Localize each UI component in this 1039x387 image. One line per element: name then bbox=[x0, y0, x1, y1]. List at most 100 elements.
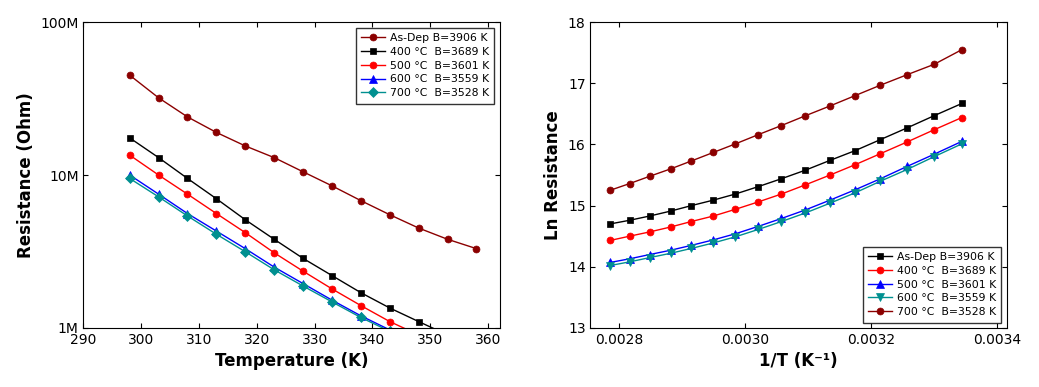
600 °C  B=3559 K bbox=[623, 260, 636, 264]
400 °C  B=3689 K bbox=[442, 332, 454, 337]
700 °C  B=3528 K bbox=[412, 342, 425, 347]
700 °C  B=3528 K bbox=[664, 167, 676, 171]
700 °C  B=3528 K bbox=[623, 181, 636, 186]
700 °C  B=3528 K bbox=[383, 329, 396, 334]
400 °C  B=3689 K bbox=[268, 237, 281, 241]
700 °C  B=3528 K bbox=[604, 188, 616, 193]
600 °C  B=3559 K bbox=[643, 255, 656, 260]
400 °C  B=3689 K bbox=[729, 207, 742, 212]
Y-axis label: Ln Resistance: Ln Resistance bbox=[544, 110, 562, 240]
600 °C  B=3559 K bbox=[708, 241, 720, 245]
As-Dep B=3906 K bbox=[442, 237, 454, 241]
As-Dep B=3906 K bbox=[383, 212, 396, 217]
600 °C  B=3559 K bbox=[412, 341, 425, 345]
400 °C  B=3689 K bbox=[775, 192, 788, 196]
400 °C  B=3689 K bbox=[685, 219, 697, 224]
500 °C  B=3601 K bbox=[752, 224, 765, 229]
700 °C  B=3528 K bbox=[354, 315, 367, 320]
As-Dep B=3906 K bbox=[124, 73, 136, 77]
As-Dep B=3906 K bbox=[326, 183, 339, 188]
400 °C  B=3689 K bbox=[153, 155, 165, 160]
500 °C  B=3601 K bbox=[383, 319, 396, 324]
Line: 600 °C  B=3559 K: 600 °C B=3559 K bbox=[606, 140, 966, 270]
700 °C  B=3528 K bbox=[775, 123, 788, 128]
500 °C  B=3601 K bbox=[824, 198, 836, 202]
500 °C  B=3601 K bbox=[623, 257, 636, 261]
500 °C  B=3601 K bbox=[928, 152, 940, 157]
600 °C  B=3559 K bbox=[239, 247, 251, 251]
As-Dep B=3906 K bbox=[268, 155, 281, 160]
Y-axis label: Resistance (Ohm): Resistance (Ohm) bbox=[17, 92, 34, 258]
600 °C  B=3559 K bbox=[124, 173, 136, 177]
700 °C  B=3528 K bbox=[824, 104, 836, 108]
400 °C  B=3689 K bbox=[664, 225, 676, 229]
600 °C  B=3559 K bbox=[824, 201, 836, 205]
700 °C  B=3528 K bbox=[153, 195, 165, 199]
700 °C  B=3528 K bbox=[752, 132, 765, 137]
600 °C  B=3559 K bbox=[181, 211, 193, 216]
As-Dep B=3906 K bbox=[664, 209, 676, 214]
600 °C  B=3559 K bbox=[354, 313, 367, 318]
700 °C  B=3528 K bbox=[210, 232, 222, 236]
As-Dep B=3906 K bbox=[849, 148, 861, 153]
As-Dep B=3906 K bbox=[471, 247, 483, 251]
700 °C  B=3528 K bbox=[268, 267, 281, 272]
As-Dep B=3906 K bbox=[874, 137, 886, 142]
400 °C  B=3689 K bbox=[752, 200, 765, 204]
700 °C  B=3528 K bbox=[928, 62, 940, 67]
600 °C  B=3559 K bbox=[729, 235, 742, 239]
600 °C  B=3559 K bbox=[874, 179, 886, 183]
400 °C  B=3689 K bbox=[326, 273, 339, 278]
X-axis label: 1/T (K⁻¹): 1/T (K⁻¹) bbox=[760, 352, 837, 370]
Line: 400 °C  B=3689 K: 400 °C B=3689 K bbox=[126, 134, 480, 348]
700 °C  B=3528 K bbox=[849, 93, 861, 98]
As-Dep B=3906 K bbox=[729, 192, 742, 196]
600 °C  B=3559 K bbox=[752, 227, 765, 232]
600 °C  B=3559 K bbox=[901, 167, 913, 172]
500 °C  B=3601 K bbox=[849, 187, 861, 192]
500 °C  B=3601 K bbox=[775, 216, 788, 221]
400 °C  B=3689 K bbox=[799, 183, 811, 187]
700 °C  B=3528 K bbox=[729, 142, 742, 146]
700 °C  B=3528 K bbox=[956, 47, 968, 52]
As-Dep B=3906 K bbox=[775, 176, 788, 181]
500 °C  B=3601 K bbox=[643, 252, 656, 257]
700 °C  B=3528 K bbox=[685, 159, 697, 163]
400 °C  B=3689 K bbox=[412, 319, 425, 324]
Line: As-Dep B=3906 K: As-Dep B=3906 K bbox=[126, 72, 480, 252]
Line: 400 °C  B=3689 K: 400 °C B=3689 K bbox=[607, 114, 965, 244]
Line: 700 °C  B=3528 K: 700 °C B=3528 K bbox=[126, 175, 480, 368]
500 °C  B=3601 K bbox=[685, 243, 697, 248]
400 °C  B=3689 K bbox=[874, 151, 886, 156]
As-Dep B=3906 K bbox=[928, 113, 940, 118]
500 °C  B=3601 K bbox=[326, 286, 339, 291]
As-Dep B=3906 K bbox=[643, 214, 656, 218]
600 °C  B=3559 K bbox=[442, 351, 454, 356]
As-Dep B=3906 K bbox=[354, 198, 367, 203]
600 °C  B=3559 K bbox=[799, 211, 811, 215]
700 °C  B=3528 K bbox=[239, 249, 251, 254]
As-Dep B=3906 K bbox=[181, 115, 193, 119]
500 °C  B=3601 K bbox=[664, 248, 676, 253]
400 °C  B=3689 K bbox=[604, 238, 616, 243]
500 °C  B=3601 K bbox=[268, 250, 281, 255]
Legend: As-Dep B=3906 K, 400 °C  B=3689 K, 500 °C  B=3601 K, 600 °C  B=3559 K, 700 °C  B: As-Dep B=3906 K, 400 °C B=3689 K, 500 °C… bbox=[356, 27, 495, 104]
500 °C  B=3601 K bbox=[297, 269, 310, 274]
700 °C  B=3528 K bbox=[874, 83, 886, 87]
400 °C  B=3689 K bbox=[181, 176, 193, 181]
700 °C  B=3528 K bbox=[326, 300, 339, 304]
Legend: As-Dep B=3906 K, 400 °C  B=3689 K, 500 °C  B=3601 K, 600 °C  B=3559 K, 700 °C  B: As-Dep B=3906 K, 400 °C B=3689 K, 500 °C… bbox=[863, 247, 1002, 322]
400 °C  B=3689 K bbox=[708, 214, 720, 218]
600 °C  B=3559 K bbox=[685, 246, 697, 251]
700 °C  B=3528 K bbox=[901, 72, 913, 77]
600 °C  B=3559 K bbox=[664, 251, 676, 256]
400 °C  B=3689 K bbox=[643, 229, 656, 234]
500 °C  B=3601 K bbox=[354, 303, 367, 308]
600 °C  B=3559 K bbox=[210, 229, 222, 233]
X-axis label: Temperature (K): Temperature (K) bbox=[215, 352, 368, 370]
700 °C  B=3528 K bbox=[799, 113, 811, 118]
400 °C  B=3689 K bbox=[901, 140, 913, 144]
400 °C  B=3689 K bbox=[383, 306, 396, 310]
As-Dep B=3906 K bbox=[210, 130, 222, 135]
600 °C  B=3559 K bbox=[956, 142, 968, 146]
